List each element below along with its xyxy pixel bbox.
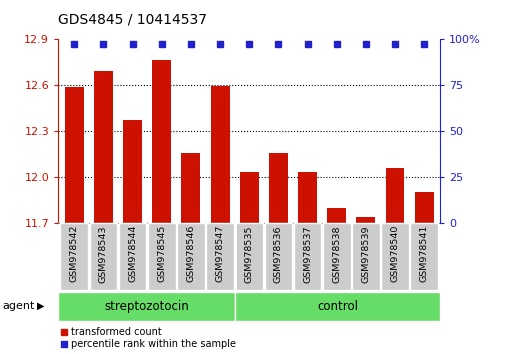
Text: GSM978535: GSM978535: [244, 225, 253, 282]
Text: GSM978546: GSM978546: [186, 225, 195, 282]
Legend: transformed count, percentile rank within the sample: transformed count, percentile rank withi…: [61, 327, 236, 349]
FancyBboxPatch shape: [89, 223, 117, 290]
Text: control: control: [316, 300, 357, 313]
FancyBboxPatch shape: [234, 292, 439, 321]
Bar: [123, 120, 142, 223]
FancyBboxPatch shape: [58, 292, 234, 321]
Text: GSM978539: GSM978539: [361, 225, 370, 282]
FancyBboxPatch shape: [293, 223, 321, 290]
FancyBboxPatch shape: [119, 223, 146, 290]
FancyBboxPatch shape: [235, 223, 263, 290]
Bar: [327, 209, 345, 223]
Text: GSM978542: GSM978542: [70, 225, 79, 282]
Bar: [65, 87, 83, 223]
Text: GSM978538: GSM978538: [332, 225, 340, 282]
Bar: [152, 61, 171, 223]
Bar: [181, 153, 200, 223]
FancyBboxPatch shape: [380, 223, 408, 290]
Text: agent: agent: [3, 301, 35, 311]
Bar: [268, 153, 287, 223]
FancyBboxPatch shape: [177, 223, 205, 290]
Text: GSM978536: GSM978536: [273, 225, 282, 282]
Text: GSM978545: GSM978545: [157, 225, 166, 282]
Bar: [356, 217, 375, 223]
Text: GSM978544: GSM978544: [128, 225, 137, 282]
Bar: [94, 71, 113, 223]
FancyBboxPatch shape: [410, 223, 437, 290]
Text: streptozotocin: streptozotocin: [104, 300, 188, 313]
Text: GSM978540: GSM978540: [390, 225, 399, 282]
FancyBboxPatch shape: [322, 223, 350, 290]
Text: GDS4845 / 10414537: GDS4845 / 10414537: [58, 12, 207, 27]
Bar: [210, 86, 229, 223]
Bar: [297, 172, 316, 223]
Bar: [385, 168, 403, 223]
Text: GSM978543: GSM978543: [98, 225, 108, 282]
FancyBboxPatch shape: [264, 223, 292, 290]
FancyBboxPatch shape: [351, 223, 379, 290]
FancyBboxPatch shape: [206, 223, 233, 290]
Text: ▶: ▶: [37, 301, 44, 311]
Text: GSM978547: GSM978547: [215, 225, 224, 282]
Text: GSM978537: GSM978537: [302, 225, 312, 282]
FancyBboxPatch shape: [60, 223, 88, 290]
Bar: [414, 192, 433, 223]
Bar: [239, 172, 258, 223]
Text: GSM978541: GSM978541: [419, 225, 428, 282]
FancyBboxPatch shape: [147, 223, 175, 290]
